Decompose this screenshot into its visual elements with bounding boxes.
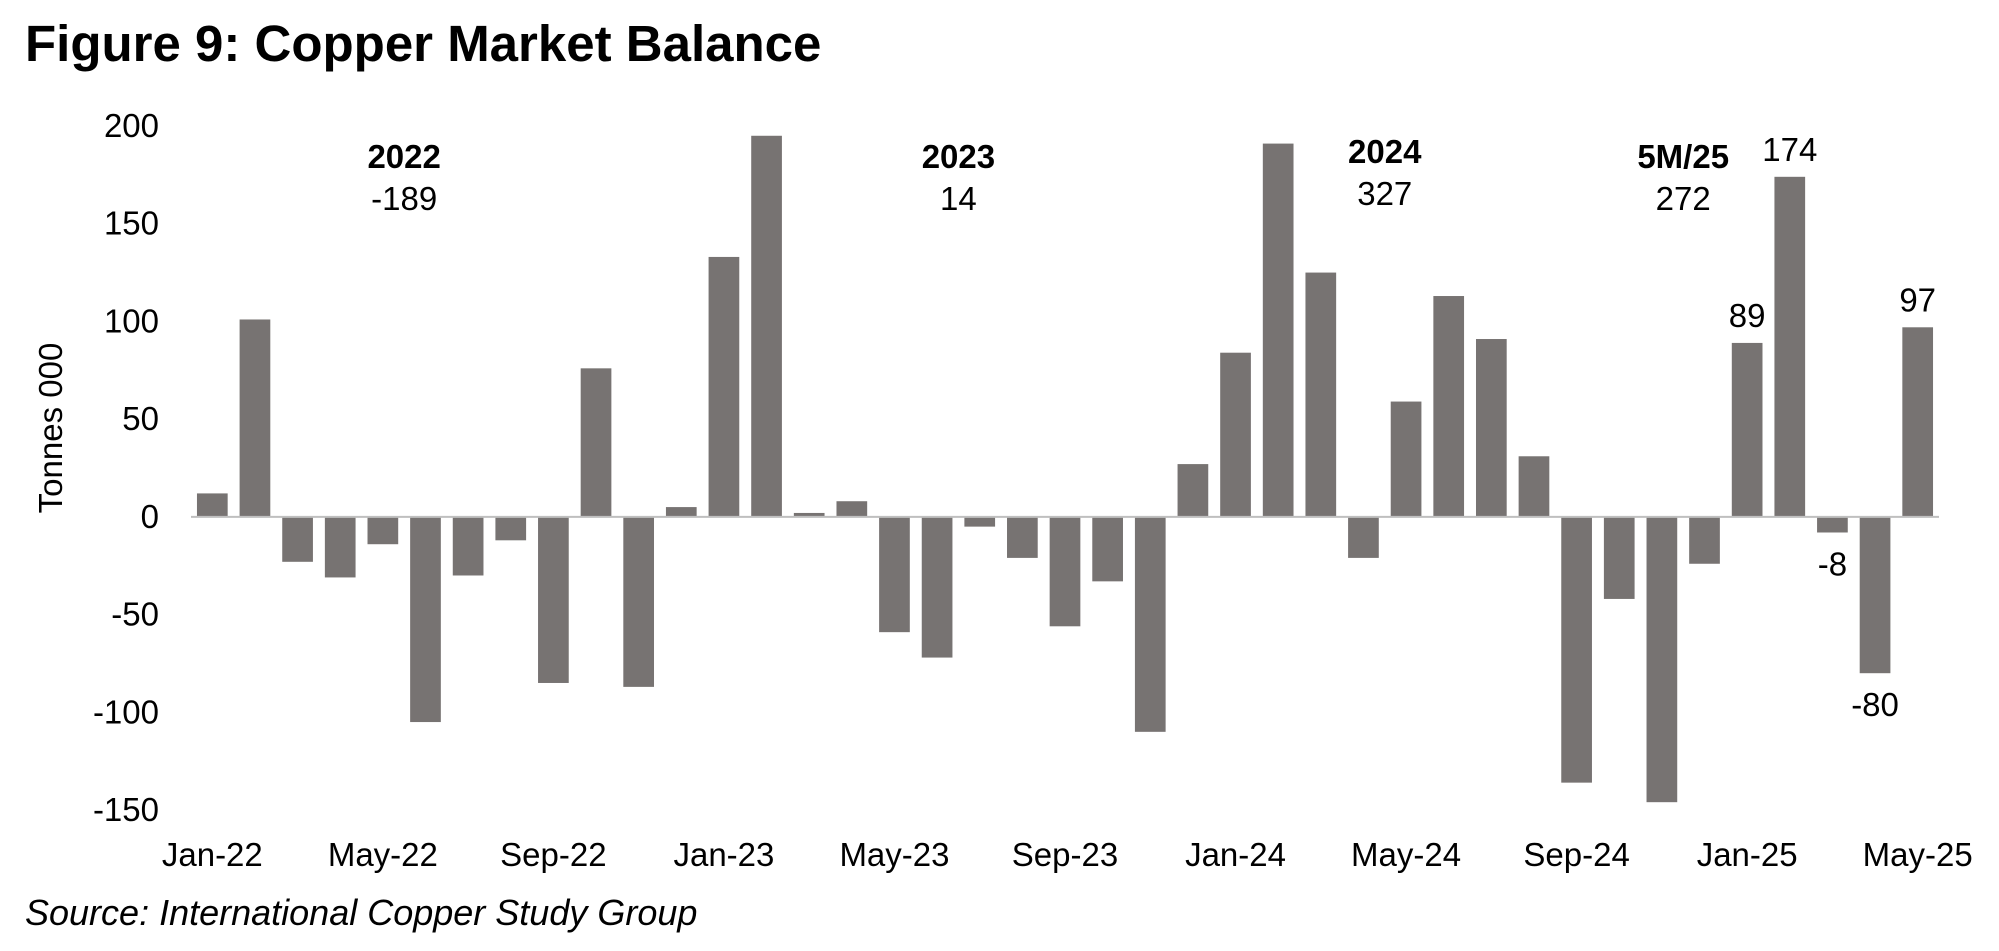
bar-oct-22: [580, 368, 612, 517]
annotation-year-2023: 2023: [922, 138, 995, 175]
y-tick-label-150: -150: [93, 791, 159, 828]
y-tick-label-100: 100: [104, 302, 159, 339]
x-tick-label-may-22: May-22: [328, 836, 438, 873]
bar-jul-22: [452, 516, 484, 576]
bar-data-labels: 89 174 -8 -80 97: [1729, 131, 1936, 723]
data-label-may-25: 97: [1899, 281, 1936, 318]
annotation-total-2024: 327: [1357, 175, 1412, 212]
x-tick-label-jan-23: Jan-23: [673, 836, 774, 873]
bar-may-24: [1390, 401, 1422, 517]
bar-series: [196, 135, 1934, 803]
data-label-feb-25: 174: [1762, 131, 1817, 168]
bar-aug-24: [1518, 456, 1550, 517]
bar-feb-24: [1262, 143, 1294, 517]
bar-may-22: [367, 516, 399, 545]
bar-apr-24: [1348, 516, 1379, 558]
bar-mar-24: [1305, 272, 1337, 517]
y-tick-label-50: 50: [122, 400, 159, 437]
bar-may-23: [879, 516, 910, 633]
x-axis-tick-labels: Jan-22 May-22 Sep-22 Jan-23 May-23 Sep-23 Jan-…: [162, 836, 1973, 873]
bar-nov-23: [1134, 516, 1166, 732]
y-tick-label-150: 150: [104, 205, 159, 242]
bar-may-25: [1902, 327, 1934, 517]
bar-aug-23: [1007, 516, 1038, 558]
bar-dec-22: [665, 507, 697, 517]
bar-feb-25: [1774, 176, 1806, 517]
y-axis-tick-labels: 200 150 100 50 0 -50 -100 -150: [93, 107, 159, 828]
bar-apr-22: [324, 516, 356, 578]
annotation-total-2023: 14: [940, 180, 977, 217]
bar-mar-25: [1817, 516, 1848, 533]
bar-nov-22: [623, 516, 655, 687]
bar-dec-24: [1689, 516, 1720, 564]
annotation-year-5m-25: 5M/25: [1637, 138, 1729, 175]
bar-dec-23: [1177, 464, 1209, 517]
bar-sep-22: [538, 516, 569, 683]
bar-feb-23: [751, 135, 782, 517]
x-tick-label-may-24: May-24: [1351, 836, 1461, 873]
y-tick-label-200: 200: [104, 107, 159, 144]
bar-feb-22: [239, 319, 271, 517]
bar-oct-23: [1092, 516, 1123, 582]
annotation-year-2024: 2024: [1348, 133, 1422, 170]
bar-jul-24: [1475, 339, 1507, 517]
bar-mar-23: [793, 512, 825, 517]
annotation-year-2022: 2022: [367, 138, 440, 175]
bar-mar-22: [282, 516, 313, 562]
bar-jan-24: [1220, 352, 1251, 517]
bar-jun-23: [921, 516, 953, 658]
copper-balance-bar-chart: 200 150 100 50 0 -50 -100 -150 Tonnes 000 Jan-2…: [32, 107, 1973, 873]
x-tick-label-jan-22: Jan-22: [162, 836, 263, 873]
x-tick-label-sep-23: Sep-23: [1012, 836, 1118, 873]
bar-sep-23: [1049, 516, 1081, 627]
y-tick-label-0: 0: [141, 498, 159, 535]
y-axis-title: Tonnes 000: [32, 343, 69, 514]
bar-oct-24: [1603, 516, 1635, 599]
bar-apr-23: [836, 501, 868, 517]
annotation-total-5m-25: 272: [1656, 180, 1711, 217]
bar-sep-24: [1561, 516, 1592, 783]
bar-nov-24: [1646, 516, 1678, 803]
bar-jan-22: [196, 493, 228, 517]
data-label-apr-25: -80: [1851, 686, 1899, 723]
data-label-jan-25: 89: [1729, 297, 1766, 334]
x-tick-label-may-23: May-23: [839, 836, 949, 873]
bar-jan-23: [708, 256, 740, 517]
bar-jul-23: [964, 516, 996, 527]
y-tick-label-50: -50: [111, 596, 159, 633]
chart-title: Figure 9: Copper Market Balance: [25, 15, 822, 72]
annotation-total-2022: -189: [371, 180, 437, 217]
bar-jan-25: [1731, 342, 1763, 517]
data-label-mar-25: -8: [1818, 545, 1847, 582]
bar-jun-24: [1433, 296, 1465, 517]
year-annotations: 2022 -189 2023 14 2024 327 5M/25 272: [367, 133, 1729, 217]
source-note: Source: International Copper Study Group: [25, 892, 698, 933]
x-tick-label-may-25: May-25: [1863, 836, 1973, 873]
y-tick-label-100: -100: [93, 693, 159, 730]
bar-aug-22: [495, 516, 527, 541]
x-tick-label-sep-24: Sep-24: [1523, 836, 1629, 873]
x-tick-label-jan-25: Jan-25: [1697, 836, 1798, 873]
bar-apr-25: [1859, 516, 1891, 674]
bar-jun-22: [410, 516, 441, 723]
x-tick-label-sep-22: Sep-22: [500, 836, 606, 873]
x-tick-label-jan-24: Jan-24: [1185, 836, 1286, 873]
